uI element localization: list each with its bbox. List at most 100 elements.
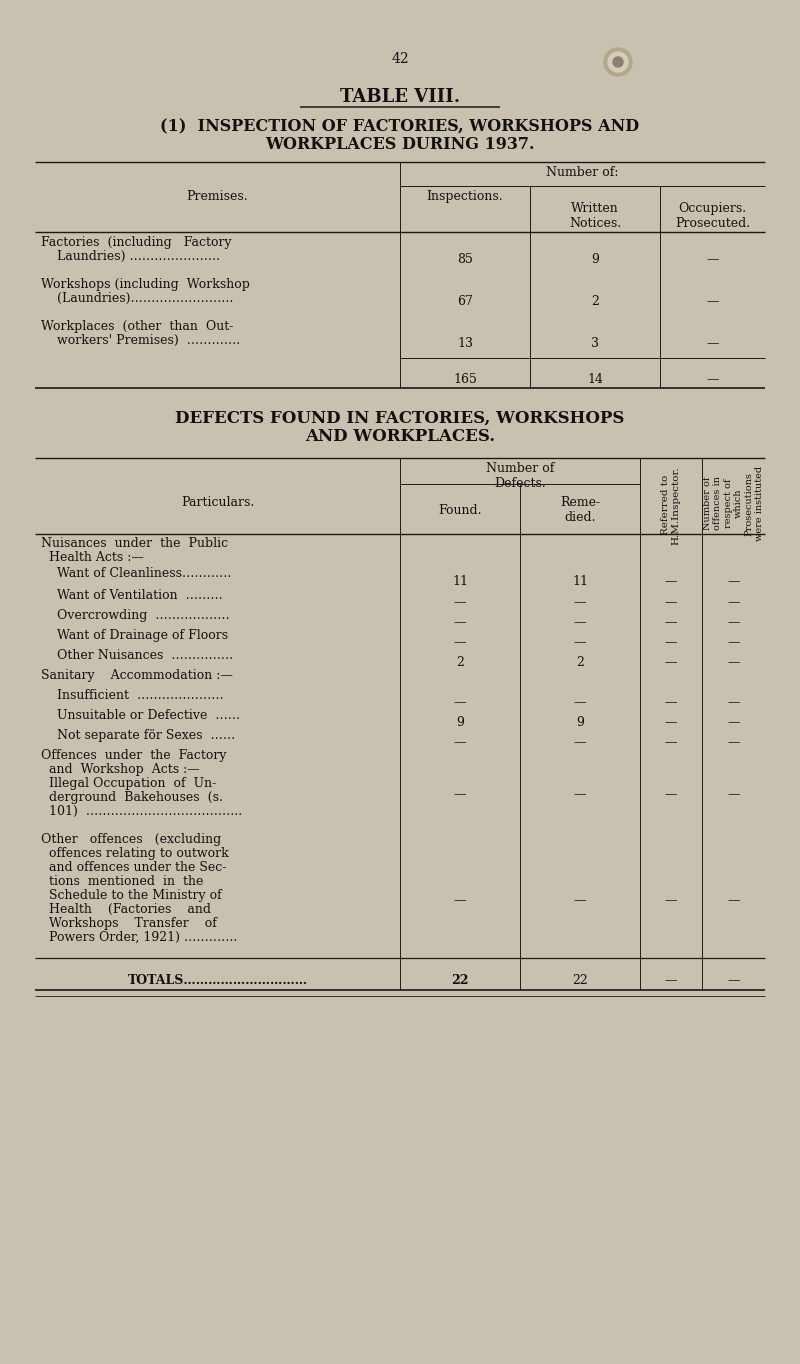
Text: Workshops (including  Workshop: Workshops (including Workshop xyxy=(41,278,250,291)
Text: Offences  under  the  Factory: Offences under the Factory xyxy=(41,749,226,762)
Text: Number of:: Number of: xyxy=(546,166,618,179)
Text: workers' Premises)  ………….: workers' Premises) …………. xyxy=(41,334,240,346)
Text: 67: 67 xyxy=(457,295,473,308)
Text: —: — xyxy=(665,636,678,649)
Text: Not separate för Sexes  ……: Not separate för Sexes …… xyxy=(41,728,235,742)
Text: Particulars.: Particulars. xyxy=(181,496,254,509)
Text: and  Workshop  Acts :—: and Workshop Acts :— xyxy=(41,762,200,776)
Text: —: — xyxy=(727,596,740,608)
Text: Premises.: Premises. xyxy=(186,190,248,203)
Text: —: — xyxy=(665,788,678,801)
Text: Sanitary    Accommodation :—: Sanitary Accommodation :— xyxy=(41,668,233,682)
Text: Referred to
H.M.Inspector.: Referred to H.M.Inspector. xyxy=(662,466,681,544)
Text: —: — xyxy=(706,295,718,308)
Text: TOTALS…………………………: TOTALS………………………… xyxy=(127,974,307,988)
Text: —: — xyxy=(574,617,586,629)
Text: 22: 22 xyxy=(572,974,588,988)
Text: Want of Drainage of Floors: Want of Drainage of Floors xyxy=(41,629,228,642)
Text: (Laundries)…………………….: (Laundries)……………………. xyxy=(41,292,234,306)
Text: and offences under the Sec-: and offences under the Sec- xyxy=(41,861,226,874)
Text: —: — xyxy=(574,596,586,608)
Text: —: — xyxy=(706,337,718,351)
Text: Number of
Defects.: Number of Defects. xyxy=(486,462,554,490)
Text: Illegal Occupation  of  Un-: Illegal Occupation of Un- xyxy=(41,777,216,790)
Text: —: — xyxy=(454,636,466,649)
Text: 2: 2 xyxy=(591,295,599,308)
Text: 165: 165 xyxy=(453,372,477,386)
Text: —: — xyxy=(727,737,740,749)
Text: Found.: Found. xyxy=(438,505,482,517)
Text: —: — xyxy=(727,893,740,907)
Text: —: — xyxy=(454,617,466,629)
Text: Health Acts :—: Health Acts :— xyxy=(41,551,144,563)
Text: AND WORKPLACES.: AND WORKPLACES. xyxy=(305,428,495,445)
Text: —: — xyxy=(665,696,678,709)
Text: —: — xyxy=(454,737,466,749)
Circle shape xyxy=(613,57,623,67)
Text: 9: 9 xyxy=(591,252,599,266)
Text: TABLE VIII.: TABLE VIII. xyxy=(340,89,460,106)
Text: —: — xyxy=(454,788,466,801)
Text: Powers Order, 1921) ………….: Powers Order, 1921) …………. xyxy=(41,932,238,944)
Text: —: — xyxy=(574,636,586,649)
Text: Reme-
died.: Reme- died. xyxy=(560,496,600,524)
Text: Nuisances  under  the  Public: Nuisances under the Public xyxy=(41,537,228,550)
Text: Want of Ventilation  ………: Want of Ventilation ……… xyxy=(41,589,222,602)
Text: Inspections.: Inspections. xyxy=(426,190,503,203)
Text: —: — xyxy=(454,893,466,907)
Text: WORKPLACES DURING 1937.: WORKPLACES DURING 1937. xyxy=(266,136,534,153)
Circle shape xyxy=(604,48,632,76)
Text: 13: 13 xyxy=(457,337,473,351)
Text: derground  Bakehouses  (s.: derground Bakehouses (s. xyxy=(41,791,223,803)
Text: 22: 22 xyxy=(451,974,469,988)
Text: Factories  (including   Factory: Factories (including Factory xyxy=(41,236,232,250)
Text: —: — xyxy=(574,788,586,801)
Text: 3: 3 xyxy=(591,337,599,351)
Text: Health    (Factories    and: Health (Factories and xyxy=(41,903,211,917)
Text: —: — xyxy=(454,696,466,709)
Text: 14: 14 xyxy=(587,372,603,386)
Text: Overcrowding  ………………: Overcrowding ……………… xyxy=(41,608,230,622)
Text: —: — xyxy=(454,596,466,608)
Text: 11: 11 xyxy=(452,576,468,588)
Text: 42: 42 xyxy=(391,52,409,65)
Text: Workshops    Transfer    of: Workshops Transfer of xyxy=(41,917,217,930)
Text: —: — xyxy=(727,576,740,588)
Text: —: — xyxy=(665,596,678,608)
Text: Other   offences   (excluding: Other offences (excluding xyxy=(41,833,222,846)
Text: Number of
offences in
respect of
which
Prosecutions
were instituted: Number of offences in respect of which P… xyxy=(703,466,764,542)
Text: —: — xyxy=(665,737,678,749)
Text: —: — xyxy=(706,372,718,386)
Text: —: — xyxy=(727,656,740,668)
Text: —: — xyxy=(665,576,678,588)
Text: Unsuitable or Defective  ……: Unsuitable or Defective …… xyxy=(41,709,240,722)
Text: —: — xyxy=(574,696,586,709)
Text: —: — xyxy=(727,617,740,629)
Text: —: — xyxy=(665,656,678,668)
Text: Want of Cleanliness…………: Want of Cleanliness………… xyxy=(41,567,231,580)
Text: 11: 11 xyxy=(572,576,588,588)
Text: —: — xyxy=(665,974,678,988)
Text: —: — xyxy=(727,696,740,709)
Text: Schedule to the Ministry of: Schedule to the Ministry of xyxy=(41,889,222,902)
Text: (1)  INSPECTION OF FACTORIES, WORKSHOPS AND: (1) INSPECTION OF FACTORIES, WORKSHOPS A… xyxy=(161,119,639,135)
Text: 2: 2 xyxy=(576,656,584,668)
Text: —: — xyxy=(665,716,678,728)
Text: 9: 9 xyxy=(576,716,584,728)
Text: —: — xyxy=(665,617,678,629)
Text: —: — xyxy=(727,974,740,988)
Text: Workplaces  (other  than  Out-: Workplaces (other than Out- xyxy=(41,321,234,333)
Text: Occupiers.
Prosecuted.: Occupiers. Prosecuted. xyxy=(675,202,750,231)
Text: tions  mentioned  in  the: tions mentioned in the xyxy=(41,874,203,888)
Text: DEFECTS FOUND IN FACTORIES, WORKSHOPS: DEFECTS FOUND IN FACTORIES, WORKSHOPS xyxy=(175,411,625,427)
Text: Other Nuisances  ……………: Other Nuisances …………… xyxy=(41,649,234,662)
Text: Laundries) ………………….: Laundries) …………………. xyxy=(41,250,220,263)
Text: —: — xyxy=(727,716,740,728)
Text: Written
Notices.: Written Notices. xyxy=(569,202,621,231)
Text: Insufficient  …………………: Insufficient ………………… xyxy=(41,689,224,702)
Text: —: — xyxy=(727,636,740,649)
Text: 2: 2 xyxy=(456,656,464,668)
Text: —: — xyxy=(727,788,740,801)
Text: —: — xyxy=(706,252,718,266)
Text: —: — xyxy=(574,893,586,907)
